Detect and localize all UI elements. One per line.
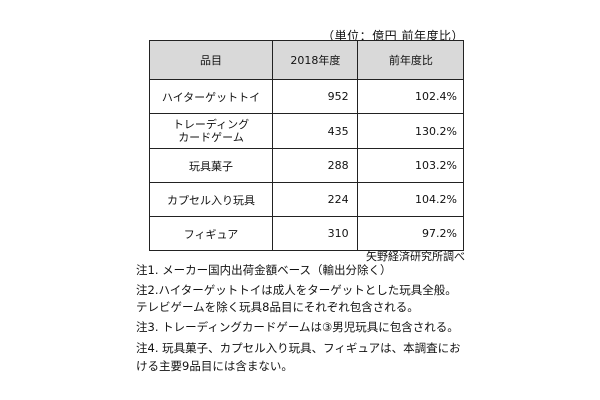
table-header-row: 品目 2018年度 前年度比 <box>148 40 465 80</box>
header-yoy: 前年度比 <box>356 40 465 80</box>
unit-label: （単位：億円 前年度比） <box>322 29 464 43</box>
row-value: 435 <box>272 113 358 149</box>
row-yoy: 104.2% <box>356 182 465 217</box>
table-row: フィギュア 310 97.2% <box>148 216 465 251</box>
row-item: フィギュア <box>148 216 274 251</box>
header-item: 品目 <box>148 40 274 80</box>
table-row: トレーディング カードゲーム 435 130.2% <box>148 113 465 149</box>
table-row: 玩具菓子 288 103.2% <box>148 148 465 183</box>
source-label: 矢野経済研究所調べ <box>366 250 465 263</box>
market-size-table: 品目 2018年度 前年度比 ハイターゲットトイ 952 102.4% トレーデ… <box>148 40 465 251</box>
notes: 注1. メーカー国内出荷金額ベース（輸出分除く） 注2.ハイターゲットトイは成人… <box>136 262 466 377</box>
row-yoy: 97.2% <box>356 216 465 251</box>
row-value: 310 <box>272 216 358 251</box>
note-1: 注1. メーカー国内出荷金額ベース（輸出分除く） <box>136 263 392 277</box>
row-item: ハイターゲットトイ <box>148 79 274 114</box>
table-row: ハイターゲットトイ 952 102.4% <box>148 79 465 114</box>
row-value: 224 <box>272 182 358 217</box>
row-yoy: 130.2% <box>356 113 465 149</box>
row-value: 952 <box>272 79 358 114</box>
header-2018: 2018年度 <box>272 40 358 80</box>
row-value: 288 <box>272 148 358 183</box>
table-row: カプセル入り玩具 224 104.2% <box>148 182 465 217</box>
row-item: カプセル入り玩具 <box>148 182 274 217</box>
row-item: トレーディング カードゲーム <box>148 113 274 149</box>
note-2: 注2.ハイターゲットトイは成人をターゲットとした玩具全般。テレビゲームを除く玩具… <box>136 282 457 315</box>
note-3: 注3. トレーディングカードゲームは③男児玩具に包含される。 <box>136 319 459 334</box>
note-4: 注4. 玩具菓子、カプセル入り玩具、フィギュアは、本調査における主要9品目には含… <box>136 341 461 373</box>
row-yoy: 102.4% <box>356 79 465 114</box>
row-yoy: 103.2% <box>356 148 465 183</box>
row-item: 玩具菓子 <box>148 148 274 183</box>
